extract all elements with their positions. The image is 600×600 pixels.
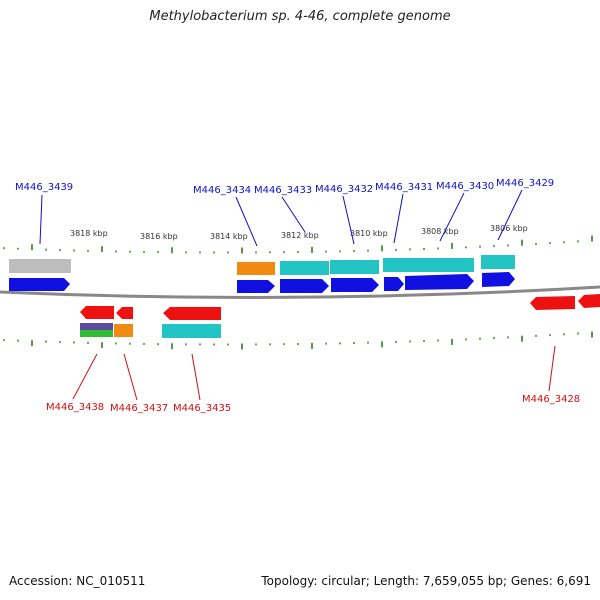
gene-bar-cyan-4	[481, 255, 515, 269]
leader-line-3428	[548, 345, 556, 392]
leader-line-3434	[235, 196, 258, 247]
gene-label-3430: M446_3430	[436, 181, 494, 192]
scale-label-3806: 3806 kbp	[490, 224, 528, 233]
cds-arrow-3432	[331, 278, 379, 292]
scale-label-3810: 3810 kbp	[350, 229, 388, 238]
scale-labels: 3818 kbp 3816 kbp 3814 kbp 3812 kbp 3810…	[70, 224, 528, 241]
gene-label-3437: M446_3437	[110, 403, 168, 414]
cds-arrow-3430	[405, 274, 474, 290]
figure-title: Methylobacterium sp. 4-46, complete geno…	[149, 9, 451, 24]
gene-bar-cyan-1	[280, 261, 329, 275]
gene-bar-cyan-lower	[162, 324, 221, 338]
gene-label-3434: M446_3434	[193, 185, 251, 196]
lower-tick-row	[3, 331, 593, 350]
gene-label-3435: M446_3435	[173, 403, 231, 414]
lower-gene-labels: M446_3438 M446_3437 M446_3435 M446_3428	[46, 345, 580, 414]
gene-arrow-3437	[116, 307, 133, 319]
leader-line-3438	[72, 353, 98, 400]
upper-tick-row	[3, 235, 593, 254]
scale-label-3808: 3808 kbp	[421, 227, 459, 236]
leader-line-3433	[281, 196, 306, 233]
leader-line-3432	[342, 195, 355, 245]
gene-arrow-3438	[80, 306, 114, 319]
lower-gene-track	[80, 294, 600, 320]
gene-bar-orange-lower	[114, 324, 133, 337]
upper-gene-labels: M446_3439 M446_3434 M446_3433 M446_3432 …	[15, 178, 554, 247]
leader-line-3437	[123, 353, 138, 401]
genome-summary-text: Topology: circular; Length: 7,659,055 bp…	[261, 574, 591, 588]
upper-feature-track	[9, 255, 515, 275]
scale-label-3814: 3814 kbp	[210, 232, 248, 241]
gene-arrow-3428	[530, 296, 575, 310]
cds-arrow-3439	[9, 278, 70, 291]
upper-cds-track	[9, 272, 515, 293]
gene-label-3432: M446_3432	[315, 184, 373, 195]
gene-label-3431: M446_3431	[375, 182, 433, 193]
gene-bar-cyan-2	[330, 260, 379, 274]
gene-arrow-next	[578, 294, 600, 308]
cds-arrow-3433	[280, 279, 329, 293]
gene-bar-purple	[80, 323, 113, 330]
gene-bar-gray	[9, 259, 71, 273]
gene-label-3429: M446_3429	[496, 178, 554, 189]
lower-feature-track	[80, 323, 221, 338]
leader-line-3430	[439, 192, 465, 242]
scale-label-3818: 3818 kbp	[70, 229, 108, 238]
gene-label-3433: M446_3433	[254, 185, 312, 196]
scale-label-3816: 3816 kbp	[140, 232, 178, 241]
genome-backbone	[0, 285, 600, 299]
cds-arrow-3429	[482, 272, 515, 287]
gene-bar-cyan-3	[383, 258, 474, 272]
cds-arrow-3431	[384, 277, 404, 291]
leader-line-3435	[191, 353, 201, 401]
gene-bar-green	[80, 330, 113, 337]
gene-arrow-3435	[163, 307, 221, 320]
accession-text: Accession: NC_010511	[9, 574, 146, 588]
gene-label-3428: M446_3428	[522, 394, 580, 405]
cds-arrow-3434	[237, 280, 275, 293]
leader-line-3429	[497, 189, 523, 241]
scale-label-3812: 3812 kbp	[281, 231, 319, 240]
gene-label-3438: M446_3438	[46, 402, 104, 413]
leader-line-3431	[393, 193, 404, 244]
gene-bar-orange	[237, 262, 275, 275]
leader-line-3439	[39, 194, 43, 245]
gene-label-3439: M446_3439	[15, 182, 73, 193]
